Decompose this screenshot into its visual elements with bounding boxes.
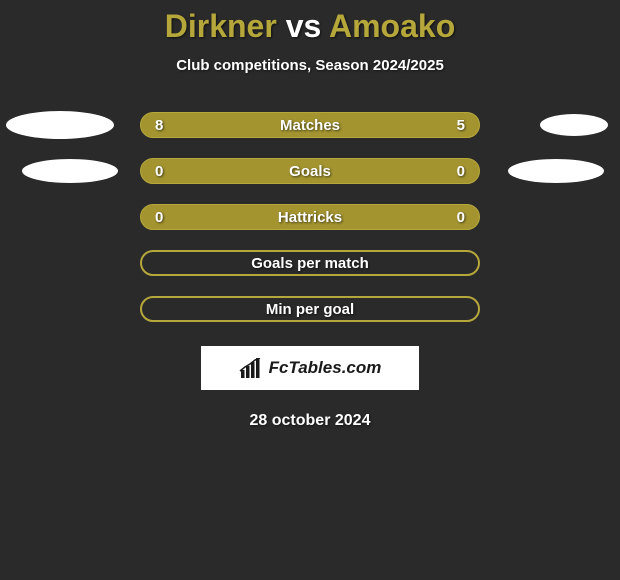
bar-chart-icon [239,358,263,378]
stats-area: 8 Matches 5 0 Goals 0 0 Hattricks 0 Goals per mat… [0,102,620,332]
logo-text: FcTables.com [269,358,382,378]
stat-label: Goals per match [251,255,369,272]
player1-name: Dirkner [165,8,277,44]
stat-left-value: 0 [155,163,163,180]
stat-left-value: 0 [155,209,163,226]
stat-row: 8 Matches 5 [0,102,620,148]
right-indicator-ellipse [540,114,608,136]
stat-right-value: 0 [457,163,465,180]
stat-bar: 0 Goals 0 [140,158,480,184]
comparison-widget: Dirkner vs Amoako Club competitions, Sea… [0,0,620,430]
comparison-title: Dirkner vs Amoako [0,8,620,45]
stat-bar: Min per goal [140,296,480,322]
stat-label: Hattricks [278,209,342,226]
subtitle: Club competitions, Season 2024/2025 [0,57,620,74]
stat-right-value: 0 [457,209,465,226]
stat-bar: 8 Matches 5 [140,112,480,138]
logo-inner: FcTables.com [239,358,382,378]
player2-name: Amoako [329,8,455,44]
stat-bar: 0 Hattricks 0 [140,204,480,230]
stat-left-value: 8 [155,117,163,134]
stat-label: Goals [289,163,331,180]
stat-bar: Goals per match [140,250,480,276]
logo-box[interactable]: FcTables.com [201,346,419,390]
stat-label: Min per goal [266,301,354,318]
stat-right-value: 5 [457,117,465,134]
left-indicator-ellipse [22,159,118,183]
stat-row: 0 Hattricks 0 [0,194,620,240]
stat-row: 0 Goals 0 [0,148,620,194]
stat-row: Goals per match [0,240,620,286]
left-indicator-ellipse [6,111,114,139]
right-indicator-ellipse [508,159,604,183]
date-text: 28 october 2024 [0,412,620,430]
vs-text: vs [286,8,322,44]
stat-label: Matches [280,117,340,134]
stat-row: Min per goal [0,286,620,332]
